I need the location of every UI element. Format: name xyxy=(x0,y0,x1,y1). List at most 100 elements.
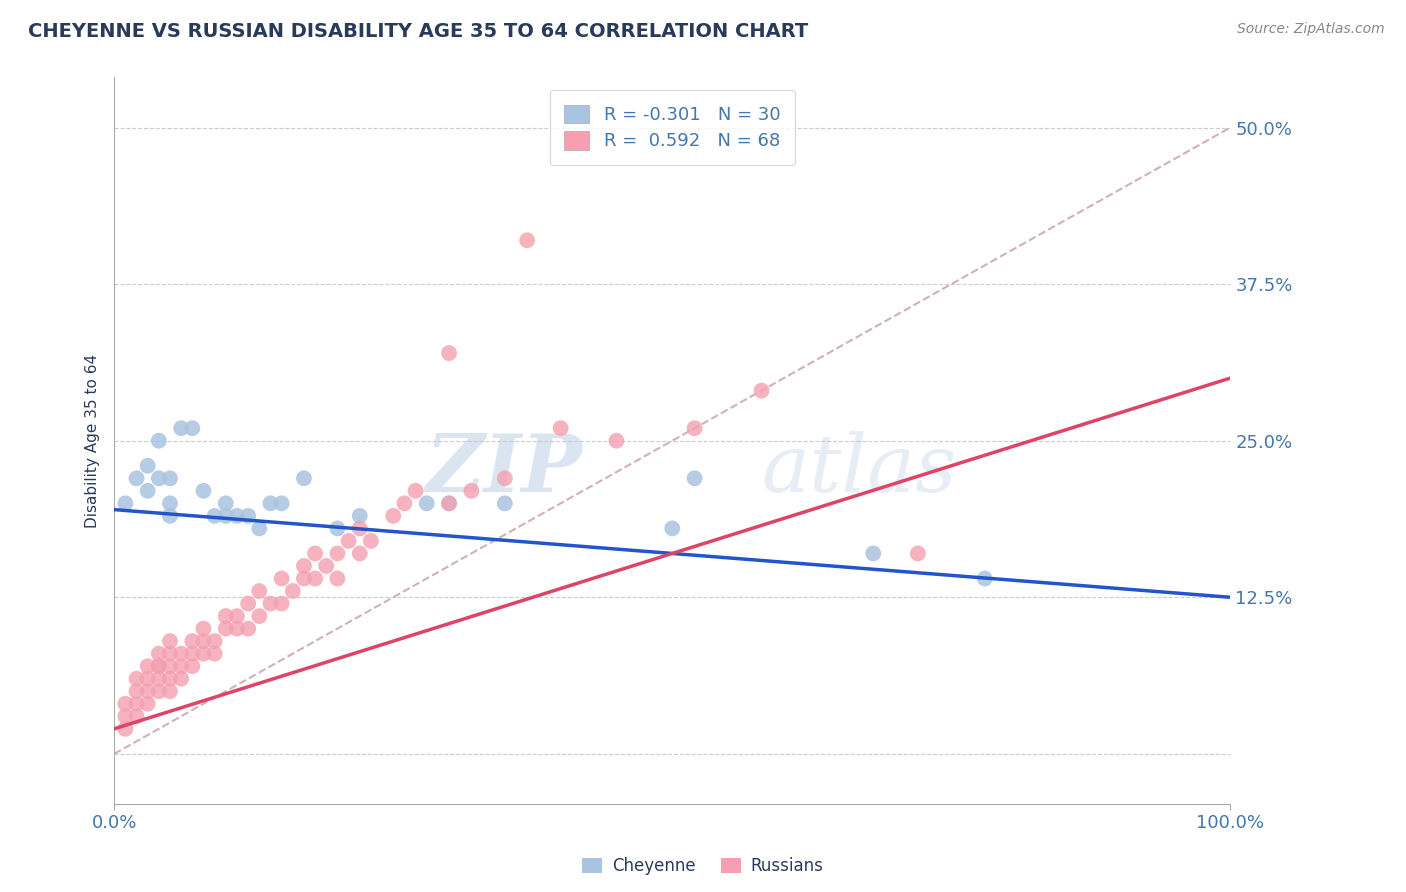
Point xyxy=(136,684,159,698)
Point xyxy=(215,508,238,523)
Point xyxy=(226,508,249,523)
Point xyxy=(136,458,159,473)
Point xyxy=(181,659,204,673)
Point xyxy=(337,533,360,548)
Point xyxy=(304,546,326,560)
Point xyxy=(215,622,238,636)
Point xyxy=(125,697,148,711)
Point xyxy=(148,659,170,673)
Point xyxy=(292,559,315,574)
Text: ZIP: ZIP xyxy=(426,431,583,508)
Point xyxy=(181,421,204,435)
Point xyxy=(437,496,460,510)
Point xyxy=(270,597,292,611)
Point xyxy=(605,434,627,448)
Point xyxy=(204,634,226,648)
Point xyxy=(326,521,349,535)
Point xyxy=(236,622,259,636)
Point xyxy=(259,597,281,611)
Text: atlas: atlas xyxy=(762,431,957,508)
Point xyxy=(170,421,193,435)
Point xyxy=(516,233,538,247)
Point xyxy=(114,722,136,736)
Point xyxy=(170,659,193,673)
Point xyxy=(181,634,204,648)
Point xyxy=(125,672,148,686)
Point xyxy=(349,521,371,535)
Point xyxy=(136,672,159,686)
Point xyxy=(415,496,437,510)
Point xyxy=(125,709,148,723)
Point xyxy=(170,672,193,686)
Point xyxy=(661,521,683,535)
Point xyxy=(259,496,281,510)
Point xyxy=(326,572,349,586)
Point xyxy=(437,346,460,360)
Legend: Cheyenne, Russians: Cheyenne, Russians xyxy=(574,849,832,884)
Point xyxy=(148,647,170,661)
Point xyxy=(181,647,204,661)
Point xyxy=(751,384,773,398)
Point xyxy=(159,647,181,661)
Point xyxy=(193,483,215,498)
Point xyxy=(236,597,259,611)
Point xyxy=(125,684,148,698)
Point xyxy=(683,471,706,485)
Point xyxy=(360,533,382,548)
Point xyxy=(170,647,193,661)
Point xyxy=(247,584,270,599)
Y-axis label: Disability Age 35 to 64: Disability Age 35 to 64 xyxy=(86,353,100,528)
Point xyxy=(159,496,181,510)
Point xyxy=(193,622,215,636)
Point xyxy=(460,483,482,498)
Point xyxy=(136,659,159,673)
Point xyxy=(349,546,371,560)
Point xyxy=(973,572,995,586)
Point xyxy=(304,572,326,586)
Point xyxy=(405,483,427,498)
Point xyxy=(114,496,136,510)
Point xyxy=(136,697,159,711)
Point xyxy=(159,508,181,523)
Point xyxy=(494,471,516,485)
Point xyxy=(247,609,270,624)
Point xyxy=(136,483,159,498)
Point xyxy=(236,508,259,523)
Point xyxy=(550,421,572,435)
Point xyxy=(270,572,292,586)
Point xyxy=(159,684,181,698)
Point xyxy=(114,697,136,711)
Text: CHEYENNE VS RUSSIAN DISABILITY AGE 35 TO 64 CORRELATION CHART: CHEYENNE VS RUSSIAN DISABILITY AGE 35 TO… xyxy=(28,22,808,41)
Point xyxy=(215,609,238,624)
Point xyxy=(148,659,170,673)
Point xyxy=(862,546,884,560)
Point xyxy=(114,709,136,723)
Point xyxy=(193,634,215,648)
Point xyxy=(315,559,337,574)
Point xyxy=(326,546,349,560)
Point xyxy=(125,471,148,485)
Point xyxy=(683,421,706,435)
Point xyxy=(247,521,270,535)
Text: Source: ZipAtlas.com: Source: ZipAtlas.com xyxy=(1237,22,1385,37)
Point xyxy=(349,508,371,523)
Point xyxy=(148,471,170,485)
Point xyxy=(204,508,226,523)
Point xyxy=(292,572,315,586)
Point xyxy=(382,508,405,523)
Point xyxy=(270,496,292,510)
Point xyxy=(159,672,181,686)
Point xyxy=(907,546,929,560)
Point xyxy=(437,496,460,510)
Point xyxy=(148,672,170,686)
Point xyxy=(148,434,170,448)
Point xyxy=(394,496,416,510)
Point xyxy=(159,471,181,485)
Point xyxy=(292,471,315,485)
Point xyxy=(204,647,226,661)
Point xyxy=(215,496,238,510)
Point xyxy=(148,684,170,698)
Point xyxy=(226,622,249,636)
Point xyxy=(494,496,516,510)
Point xyxy=(159,634,181,648)
